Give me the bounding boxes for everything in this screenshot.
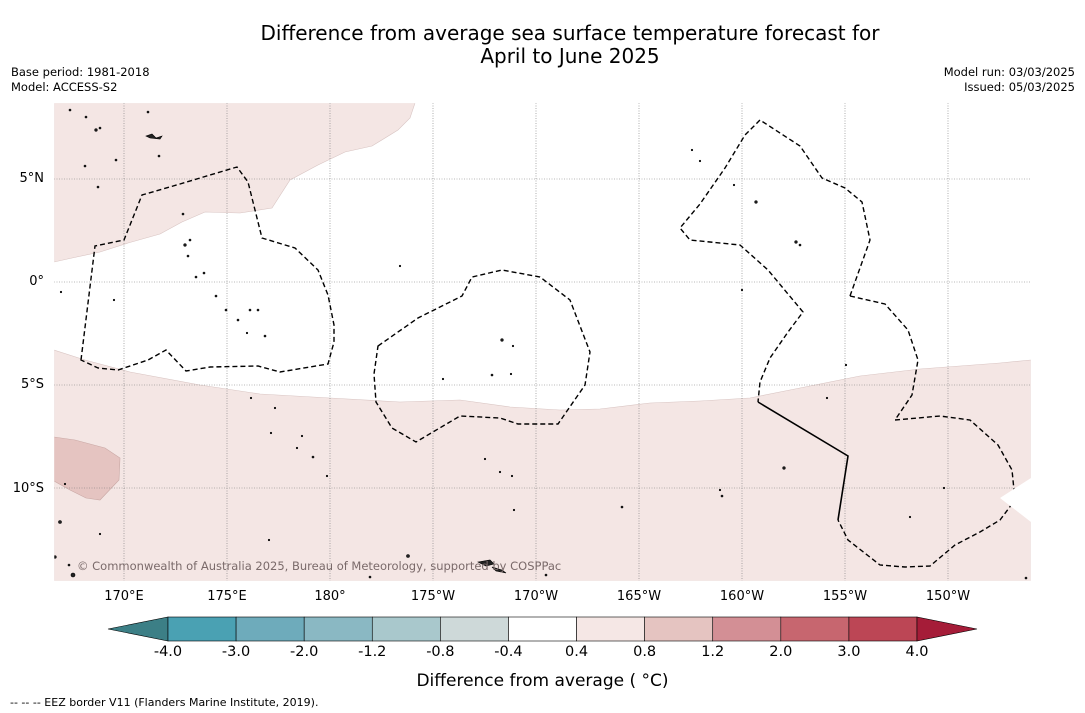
lat-label-5n: 5°N <box>19 171 45 186</box>
colorbar-segment <box>644 616 714 642</box>
anomaly-region-south <box>54 349 1031 581</box>
colorbar-over-arrow <box>916 616 978 642</box>
colorbar-segment <box>848 616 918 642</box>
colorbar-tick-label: 4.0 <box>905 644 929 660</box>
eez-border-west <box>80 166 335 373</box>
colorbar <box>107 616 978 642</box>
colorbar-segment <box>440 616 509 642</box>
anomaly-region-northwest <box>54 103 416 263</box>
lon-label-175e: 175°E <box>207 589 247 604</box>
colorbar-under-arrow <box>107 616 169 642</box>
issued-text: Issued: 05/03/2025 <box>964 80 1075 94</box>
copyright-credit: © Commonwealth of Australia 2025, Bureau… <box>77 559 562 573</box>
islands <box>54 108 1028 580</box>
colorbar-title: Difference from average ( °C) <box>416 671 669 691</box>
colorbar-tick-label: -0.4 <box>494 644 523 660</box>
lon-label-170w: 170°W <box>513 589 559 604</box>
map-frame <box>53 102 1032 582</box>
colorbar-tick-label: 0.8 <box>633 644 657 660</box>
lat-label-0: 0° <box>29 274 44 289</box>
colorbar-segment <box>576 616 645 642</box>
colorbar-segment <box>712 616 782 642</box>
eez-border-east-south <box>837 295 1016 568</box>
map-title-line-1: Difference from average sea surface temp… <box>260 21 880 45</box>
colorbar-tick-label: 0.4 <box>565 644 589 660</box>
eez-border-east-north <box>679 119 871 403</box>
colorbar-tick-label: -0.8 <box>426 644 455 660</box>
eez-border-segment <box>757 401 849 521</box>
map-title-line-2: April to June 2025 <box>480 44 660 68</box>
lon-label-155w: 155°W <box>822 589 868 604</box>
colorbar-tick-label: -3.0 <box>221 644 251 660</box>
lat-label-10s: 10°S <box>12 481 44 496</box>
anomaly-region-southwest-patch <box>54 436 121 501</box>
lon-label-150w: 150°W <box>925 589 971 604</box>
map-edge-notch <box>1000 478 1031 522</box>
eez-borders <box>80 119 1016 568</box>
lon-label-170e: 170°E <box>104 589 144 604</box>
eez-legend: -- -- -- EEZ border V11 (Flanders Marine… <box>10 696 319 709</box>
colorbar-tick-label: 3.0 <box>837 644 861 660</box>
colorbar-segment <box>780 616 850 642</box>
colorbar-tick-label: -2.0 <box>290 644 319 660</box>
model-text: Model: ACCESS-S2 <box>11 80 118 94</box>
eez-border-central <box>373 269 591 443</box>
colorbar-tick-label: -1.2 <box>358 644 387 660</box>
colorbar-segment <box>167 616 237 642</box>
model-run-text: Model run: 03/03/2025 <box>943 65 1075 79</box>
map-plot-area <box>54 103 1031 581</box>
colorbar-segment <box>371 616 441 642</box>
lon-label-180: 180° <box>314 589 346 604</box>
colorbar-segment <box>303 616 373 642</box>
colorbar-tick-label: 1.2 <box>701 644 725 660</box>
colorbar-segment <box>508 616 577 642</box>
graticule <box>54 103 1031 581</box>
colorbar-segment <box>235 616 305 642</box>
lat-label-5s: 5°S <box>20 377 44 392</box>
colorbar-tick-label: 2.0 <box>769 644 793 660</box>
lon-label-165w: 165°W <box>616 589 662 604</box>
lon-label-175w: 175°W <box>410 589 456 604</box>
colorbar-tick-label: -4.0 <box>153 644 183 660</box>
base-period-text: Base period: 1981-2018 <box>11 65 150 79</box>
lon-label-160w: 160°W <box>719 589 765 604</box>
